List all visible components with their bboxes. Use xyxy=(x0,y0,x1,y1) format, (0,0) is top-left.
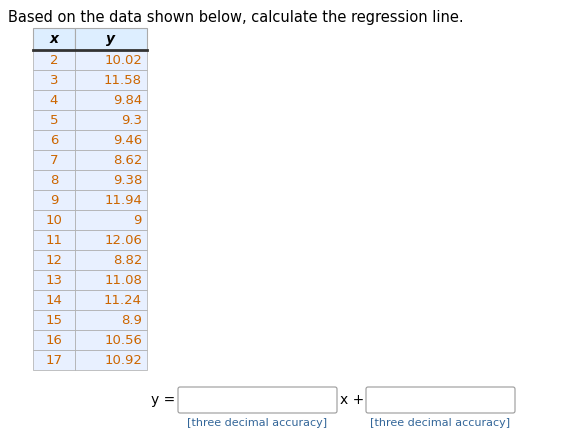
Text: [three decimal accuracy]: [three decimal accuracy] xyxy=(188,418,328,428)
Bar xyxy=(75,50,147,70)
Text: 8.62: 8.62 xyxy=(113,154,142,167)
Bar xyxy=(33,50,75,70)
Bar xyxy=(33,90,75,110)
Text: 9.38: 9.38 xyxy=(113,174,142,187)
Bar xyxy=(33,330,75,350)
Bar xyxy=(33,350,75,370)
Text: 14: 14 xyxy=(45,294,62,307)
Text: 8: 8 xyxy=(50,174,58,187)
Bar xyxy=(33,250,75,270)
Text: 17: 17 xyxy=(45,353,62,366)
Text: 9.84: 9.84 xyxy=(113,94,142,107)
Bar xyxy=(75,130,147,150)
Bar xyxy=(33,70,75,90)
Bar xyxy=(33,150,75,170)
Bar xyxy=(75,270,147,290)
Bar xyxy=(33,28,75,50)
Bar xyxy=(33,310,75,330)
Bar xyxy=(75,190,147,210)
Bar xyxy=(33,110,75,130)
Bar xyxy=(75,350,147,370)
Bar xyxy=(33,270,75,290)
Text: 9.46: 9.46 xyxy=(113,133,142,146)
Text: x +: x + xyxy=(340,393,364,407)
Text: 7: 7 xyxy=(50,154,58,167)
Text: 9: 9 xyxy=(50,194,58,207)
Bar xyxy=(75,150,147,170)
Text: 10.56: 10.56 xyxy=(104,333,142,346)
Text: 8.9: 8.9 xyxy=(121,313,142,326)
Text: 11.08: 11.08 xyxy=(104,274,142,287)
Text: 12.06: 12.06 xyxy=(104,233,142,246)
Bar xyxy=(75,110,147,130)
Bar xyxy=(75,210,147,230)
Bar xyxy=(75,170,147,190)
Text: 8.82: 8.82 xyxy=(113,253,142,266)
Text: Based on the data shown below, calculate the regression line.: Based on the data shown below, calculate… xyxy=(8,10,464,25)
Bar xyxy=(33,170,75,190)
Text: 9: 9 xyxy=(134,213,142,226)
Bar xyxy=(33,130,75,150)
Text: 6: 6 xyxy=(50,133,58,146)
Bar xyxy=(75,70,147,90)
Text: 11.58: 11.58 xyxy=(104,74,142,87)
Bar xyxy=(75,28,147,50)
Bar xyxy=(33,210,75,230)
Text: 13: 13 xyxy=(45,274,62,287)
Text: 12: 12 xyxy=(45,253,62,266)
Text: 10.92: 10.92 xyxy=(104,353,142,366)
Text: 9.3: 9.3 xyxy=(121,113,142,126)
Text: y =: y = xyxy=(151,393,175,407)
Bar xyxy=(33,230,75,250)
Text: 4: 4 xyxy=(50,94,58,107)
Bar xyxy=(75,90,147,110)
Text: 3: 3 xyxy=(50,74,58,87)
Bar xyxy=(75,230,147,250)
Bar xyxy=(75,250,147,270)
Text: 11.94: 11.94 xyxy=(104,194,142,207)
Text: 11: 11 xyxy=(45,233,62,246)
Text: 2: 2 xyxy=(50,54,58,67)
Bar xyxy=(75,290,147,310)
FancyBboxPatch shape xyxy=(366,387,515,413)
Bar xyxy=(33,190,75,210)
Text: 5: 5 xyxy=(50,113,58,126)
Text: y: y xyxy=(107,32,116,46)
FancyBboxPatch shape xyxy=(178,387,337,413)
Bar xyxy=(33,290,75,310)
Text: x: x xyxy=(49,32,58,46)
Bar xyxy=(75,330,147,350)
Text: 10: 10 xyxy=(45,213,62,226)
Text: 11.24: 11.24 xyxy=(104,294,142,307)
Text: 15: 15 xyxy=(45,313,62,326)
Text: 10.02: 10.02 xyxy=(104,54,142,67)
Text: 16: 16 xyxy=(45,333,62,346)
Bar xyxy=(75,310,147,330)
Text: [three decimal accuracy]: [three decimal accuracy] xyxy=(370,418,510,428)
